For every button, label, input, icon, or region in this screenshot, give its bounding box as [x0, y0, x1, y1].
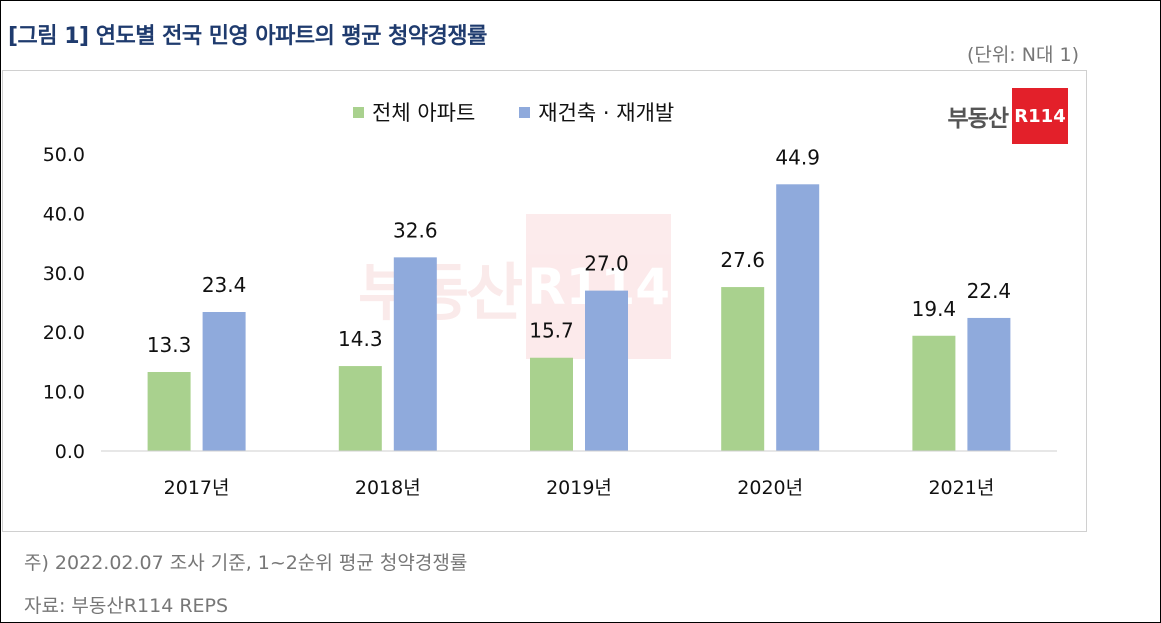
bar — [393, 257, 437, 451]
legend-item-series-2: 재건축 · 재개발 — [519, 97, 674, 127]
y-tick-label: 50.0 — [43, 144, 85, 166]
unit-label: (단위: N대 1) — [966, 44, 1079, 66]
y-tick-label: 20.0 — [43, 322, 85, 344]
x-tick-label: 2020년 — [737, 477, 803, 499]
x-tick-label: 2019년 — [546, 477, 612, 499]
data-label: 32.6 — [393, 218, 438, 242]
bar — [776, 184, 820, 451]
brand-logo-mark: R114 — [1012, 88, 1068, 144]
bar — [202, 312, 246, 451]
bar — [912, 335, 956, 451]
chart-area: 부동산 R114 전체 아파트 재건축 · 재개발 부동산 R114 0.0 10… — [2, 70, 1087, 532]
bar-chart-svg: 0.0 10.0 20.0 30.0 40.0 50.0 13.3 23.4 2017년 14.3… — [43, 144, 1057, 499]
bar — [585, 290, 628, 451]
legend-label-series-2: 재건축 · 재개발 — [538, 101, 675, 125]
y-tick-label: 30.0 — [43, 263, 85, 285]
data-label: 44.9 — [775, 145, 820, 169]
legend-swatch-series-1 — [353, 106, 364, 118]
brand-logo-text: 부동산 — [947, 106, 1009, 132]
chart-title: [그림 1] 연도별 전국 민영 아파트의 평균 청약경쟁률 — [8, 24, 487, 49]
data-label: 19.4 — [912, 297, 957, 321]
brand-logo: 부동산 R114 — [948, 88, 1068, 144]
bar — [338, 366, 382, 451]
data-label: 27.0 — [584, 252, 629, 276]
bar — [721, 287, 765, 451]
legend-swatch-series-2 — [519, 106, 531, 118]
bar — [967, 317, 1011, 451]
legend: 전체 아파트 재건축 · 재개발 — [353, 97, 674, 127]
y-tick-label: 40.0 — [43, 203, 85, 225]
x-tick-label: 2018년 — [355, 477, 421, 499]
data-label: 14.3 — [338, 327, 383, 351]
legend-item-series-1: 전체 아파트 — [353, 97, 475, 127]
y-tick-label: 10.0 — [43, 382, 85, 404]
data-label: 15.7 — [529, 319, 574, 343]
x-tick-label: 2017년 — [164, 477, 230, 499]
bar — [147, 371, 191, 451]
source-note: 자료: 부동산R114 REPS — [24, 595, 229, 617]
watermark-text: 부동산 — [358, 255, 523, 329]
bar — [530, 357, 573, 451]
y-tick-label: 0.0 — [55, 441, 85, 463]
data-label: 23.4 — [202, 273, 247, 297]
data-label: 22.4 — [967, 279, 1012, 303]
x-tick-label: 2021년 — [928, 477, 994, 499]
legend-label-series-1: 전체 아파트 — [372, 101, 476, 125]
data-label: 27.6 — [720, 248, 765, 272]
footnote: 주) 2022.02.07 조사 기준, 1~2순위 평균 청약경쟁률 — [24, 552, 468, 574]
data-label: 13.3 — [147, 333, 192, 357]
